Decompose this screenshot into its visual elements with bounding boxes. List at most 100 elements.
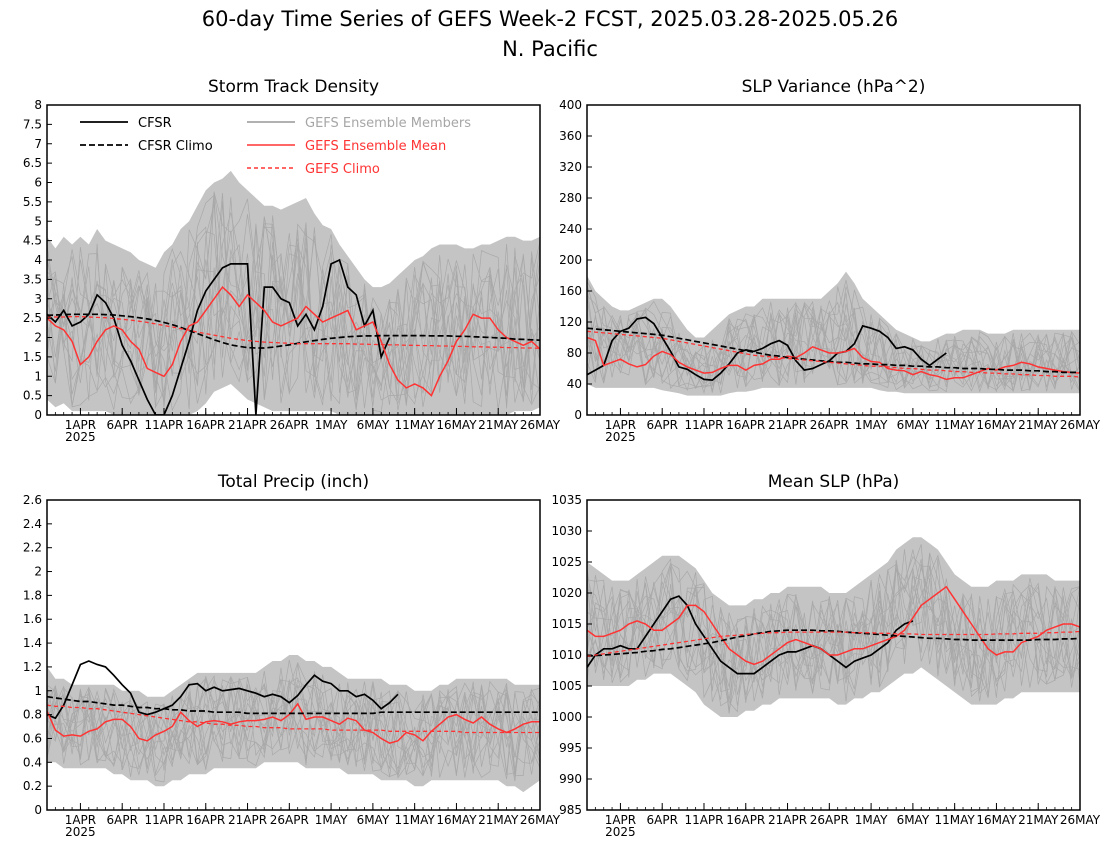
slp-variance-hpa-2-x-tick-label: 26APR	[810, 418, 849, 432]
storm-track-density-x-tick-label: 6MAY	[357, 418, 390, 432]
slp-variance-hpa-2-member-line	[587, 284, 1080, 393]
mean-slp-hpa-member-line	[587, 576, 1080, 706]
slp-variance-hpa-2-member-line	[587, 300, 1080, 392]
mean-slp-hpa-y-tick-label: 1035	[551, 493, 582, 507]
total-precip-inch-x-tick-label: 11MAY	[395, 813, 436, 827]
total-precip-inch-member-line	[47, 659, 540, 778]
total-precip-inch-x-tick-label: 6MAY	[357, 813, 390, 827]
slp-variance-hpa-2-x-tick-label: 11APR	[684, 418, 723, 432]
total-precip-inch-series-cfsr	[47, 660, 399, 720]
slp-variance-hpa-2-x-tick-label: 1MAY	[855, 418, 888, 432]
storm-track-density-member-line	[47, 194, 540, 406]
storm-track-density-member-line	[47, 204, 540, 408]
slp-variance-hpa-2-year-label: 2025	[605, 430, 636, 444]
slp-variance-hpa-2-member-line	[587, 285, 1080, 390]
storm-track-density-year-label: 2025	[65, 430, 96, 444]
slp-variance-hpa-2-x-tick-label: 26MAY	[1060, 418, 1100, 432]
storm-track-density-y-tick-label: 8	[34, 98, 42, 112]
storm-track-density-y-tick-label: 5.5	[23, 195, 42, 209]
total-precip-inch-x-tick-label: 1APR	[65, 813, 96, 827]
storm-track-density-ensemble-envelope	[47, 170, 540, 415]
storm-track-density-member-line	[47, 192, 540, 412]
total-precip-inch-y-tick-label: 2	[34, 565, 42, 579]
total-precip-inch-y-tick-label: 1.2	[23, 660, 42, 674]
slp-variance-hpa-2-member-line	[587, 279, 1080, 391]
total-precip-inch-member-line	[47, 661, 540, 777]
slp-variance-hpa-2-series-gefs-climo	[587, 330, 1080, 378]
total-precip-inch-x-tick-label: 21MAY	[478, 813, 519, 827]
figure-title: 60-day Time Series of GEFS Week-2 FCST, …	[202, 7, 899, 31]
storm-track-density-series-cfsr-climo	[47, 313, 540, 349]
slp-variance-hpa-2-y-tick-label: 160	[559, 284, 582, 298]
mean-slp-hpa-y-tick-label: 1030	[551, 524, 582, 538]
storm-track-density-y-tick-label: 2	[34, 331, 42, 345]
total-precip-inch-x-tick-label: 11APR	[144, 813, 183, 827]
slp-variance-hpa-2-title: SLP Variance (hPa^2)	[742, 77, 926, 97]
storm-track-density-x-tick-label: 11MAY	[395, 418, 436, 432]
slp-variance-hpa-2-x-tick-label: 1APR	[605, 418, 636, 432]
mean-slp-hpa-x-tick-label: 6MAY	[897, 813, 930, 827]
mean-slp-hpa-y-tick-label: 1020	[551, 586, 582, 600]
total-precip-inch-member-line	[47, 675, 540, 779]
mean-slp-hpa-x-tick-label: 1MAY	[855, 813, 888, 827]
storm-track-density-y-tick-label: 1.5	[23, 350, 42, 364]
storm-track-density-member-line	[47, 191, 540, 404]
mean-slp-hpa-y-tick-label: 995	[559, 741, 582, 755]
legend-label-gefs-members: GEFS Ensemble Members	[305, 116, 471, 131]
mean-slp-hpa-y-tick-label: 990	[559, 772, 582, 786]
total-precip-inch-y-tick-label: 0.8	[23, 708, 42, 722]
mean-slp-hpa-member-line	[587, 578, 1080, 714]
storm-track-density-series-gefs-ensemble-mean	[47, 285, 540, 397]
total-precip-inch-title: Total Precip (inch)	[217, 472, 369, 492]
total-precip-inch-y-tick-label: 1	[34, 684, 42, 698]
storm-track-density-x-tick-label: 1MAY	[315, 418, 348, 432]
slp-variance-hpa-2-x-tick-label: 21APR	[768, 418, 807, 432]
mean-slp-hpa-member-line	[587, 566, 1080, 694]
storm-track-density-y-tick-label: 6	[34, 176, 42, 190]
storm-track-density-member-line	[47, 198, 540, 412]
storm-track-density-x-tick-label: 21APR	[228, 418, 267, 432]
storm-track-density-series-cfsr	[47, 258, 391, 415]
total-precip-inch-member-line	[47, 677, 540, 776]
mean-slp-hpa-y-tick-label: 1005	[551, 679, 582, 693]
total-precip-inch-x-tick-label: 26MAY	[520, 813, 561, 827]
legend-label-gefs-mean: GEFS Ensemble Mean	[305, 139, 446, 154]
storm-track-density-y-tick-label: 5	[34, 214, 42, 228]
mean-slp-hpa-series-cfsr-climo	[587, 629, 1080, 658]
slp-variance-hpa-2-series-gefs-ensemble-mean	[587, 336, 1080, 381]
storm-track-density-y-tick-label: 0.5	[23, 389, 42, 403]
storm-track-density-x-tick-label: 6APR	[106, 418, 137, 432]
mean-slp-hpa-member-line	[587, 566, 1080, 704]
total-precip-inch-y-tick-label: 0.2	[23, 779, 42, 793]
storm-track-density-title: Storm Track Density	[208, 77, 379, 97]
mean-slp-hpa-member-line	[587, 556, 1080, 710]
slp-variance-hpa-2-y-tick-label: 40	[567, 377, 582, 391]
storm-track-density-member-line	[47, 192, 540, 410]
slp-variance-hpa-2-y-tick-label: 280	[559, 191, 582, 205]
slp-variance-hpa-2-y-tick-label: 360	[559, 129, 582, 143]
slp-variance-hpa-2-x-tick-label: 16MAY	[976, 418, 1017, 432]
slp-variance-hpa-2-y-tick-label: 240	[559, 222, 582, 236]
slp-variance-hpa-2-ensemble-members	[587, 279, 1080, 394]
storm-track-density-y-tick-label: 7.5	[23, 117, 42, 131]
slp-variance-hpa-2-series-cfsr	[587, 316, 947, 381]
slp-variance-hpa-2-y-tick-label: 120	[559, 315, 582, 329]
total-precip-inch-x-tick-label: 26APR	[270, 813, 309, 827]
chart-panels: Storm Track Density 0 0.5 1 1.5 2 2.5 3 3.5 4 4.5 5…	[23, 77, 1100, 839]
total-precip-inch-y-tick-label: 2.2	[23, 541, 42, 555]
storm-track-density-y-tick-label: 0	[34, 408, 42, 422]
mean-slp-hpa-member-line	[587, 563, 1080, 707]
storm-track-density-series-gefs-climo	[47, 315, 540, 350]
figure-subtitle: N. Pacific	[502, 37, 598, 61]
total-precip-inch-member-line	[47, 680, 540, 777]
storm-track-density-y-tick-label: 3.5	[23, 272, 42, 286]
storm-track-density-x-tick-label: 26APR	[270, 418, 309, 432]
slp-variance-hpa-2-x-tick-label: 21MAY	[1018, 418, 1059, 432]
mean-slp-hpa-x-tick-label: 26MAY	[1060, 813, 1100, 827]
total-precip-inch-y-tick-label: 1.4	[23, 636, 42, 650]
total-precip-inch-y-tick-label: 0.4	[23, 755, 42, 769]
total-precip-inch-y-tick-label: 1.8	[23, 588, 42, 602]
mean-slp-hpa-x-tick-label: 16MAY	[976, 813, 1017, 827]
total-precip-inch-x-tick-label: 21APR	[228, 813, 267, 827]
